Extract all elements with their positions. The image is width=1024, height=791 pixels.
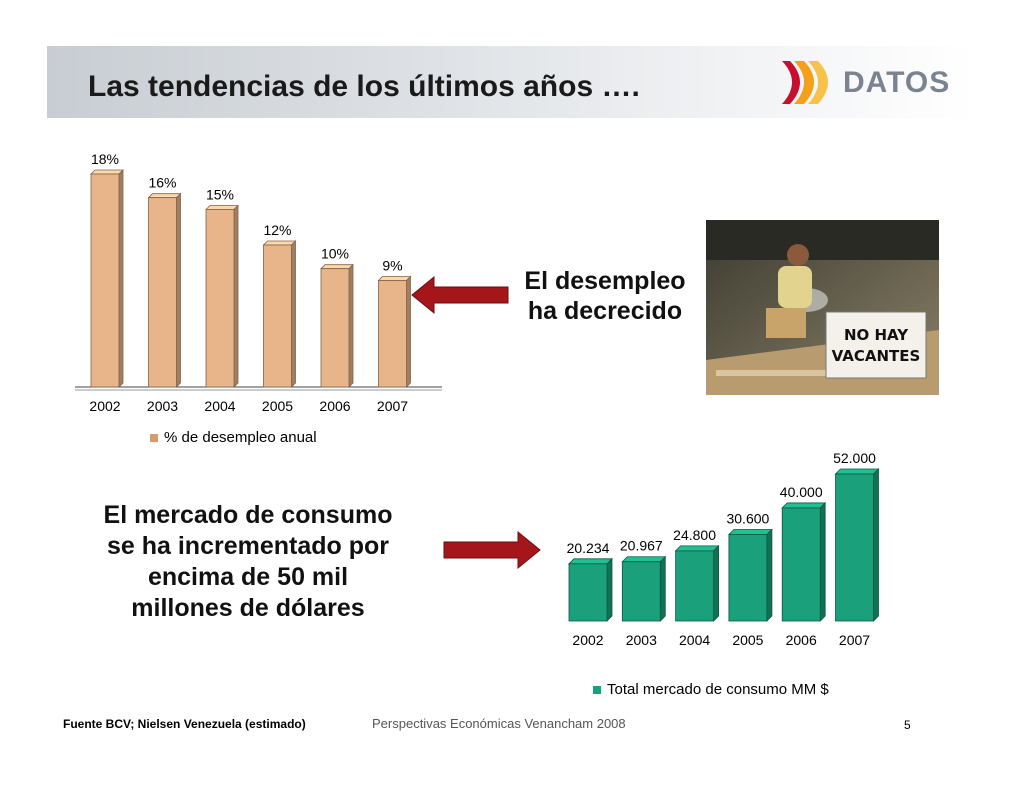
x-tick-label: 2007 [839,632,870,648]
left-arrow-icon [411,275,509,315]
callout-line: millones de dólares [131,594,365,622]
data-label: 16% [148,175,176,191]
callout-line: El mercado de consumo [103,501,393,529]
bar-side [606,557,613,622]
data-label: 30.600 [726,510,769,526]
x-tick-label: 2004 [204,398,235,414]
consumer-market-legend: Total mercado de consumo MM $ [593,681,829,698]
bar-top [727,529,773,535]
footer-center: Perspectivas Económicas Venancham 2008 [372,716,626,731]
legend-label: Total mercado de consumo MM $ [607,681,829,698]
footer-source: Fuente BCV; Nielsen Venezuela (estimado) [63,717,306,731]
page-title: Las tendencias de los últimos años …. [88,70,640,103]
bar-top [781,502,827,509]
bar-top [568,558,613,565]
bar-side [659,555,666,622]
x-tick-label: 2002 [572,632,603,648]
bar [90,173,120,388]
no-vacancies-photo: NO HAY VACANTES [706,220,939,395]
bar [148,197,177,388]
bar-side [819,501,826,622]
x-tick-label: 2005 [732,632,763,648]
callout-line: ha decrecido [527,297,683,325]
callout-line: encima de 50 mil [147,563,349,591]
market-callout: El mercado de consumo se ha incrementado… [88,500,408,624]
x-tick-label: 2004 [679,632,710,648]
bar [263,244,292,388]
datos-logo-icon [782,61,828,104]
legend-swatch [593,685,601,694]
callout-line: se ha incrementado por [106,532,390,560]
bar-side [873,468,879,622]
bar-side [713,544,719,622]
bar [568,563,608,622]
bar [835,473,874,622]
data-label: 20.234 [567,540,610,556]
page-number: 5 [904,718,911,732]
data-label: 9% [382,258,402,274]
x-tick-label: 2005 [262,398,293,414]
bar [675,550,714,622]
sign-line: VACANTES [832,347,921,365]
callout-line: El desempleo [524,267,686,295]
data-label: 20.967 [620,538,663,554]
bar [728,534,768,622]
bar [781,507,821,622]
x-tick-label: 2007 [377,398,408,414]
data-label: 12% [263,222,291,238]
data-label: 15% [206,187,234,203]
bar [621,561,661,622]
x-tick-label: 2006 [786,632,817,648]
right-arrow-icon [443,530,541,570]
bar [378,280,407,388]
unemployment-legend: % de desempleo anual [150,429,317,446]
bar-top [621,556,667,563]
bar-top [674,545,720,552]
x-tick-label: 2006 [319,398,350,414]
data-label: 24.800 [673,527,716,543]
x-tick-label: 2002 [89,398,120,414]
bar [320,268,350,388]
data-label: 18% [91,151,119,167]
unemployment-callout: El desempleo ha decrecido [515,266,695,326]
logo-text: DATOS [843,66,951,99]
data-label: 10% [321,246,349,262]
bar [205,209,235,388]
bar-side [766,528,773,622]
legend-label: % de desempleo anual [164,429,317,446]
bar-top [834,468,880,475]
x-tick-label: 2003 [626,632,657,648]
data-label: 52.000 [833,450,876,466]
sign-line: NO HAY [844,326,909,344]
data-label: 40.000 [780,484,823,500]
legend-swatch [150,433,158,442]
x-tick-label: 2003 [147,398,178,414]
